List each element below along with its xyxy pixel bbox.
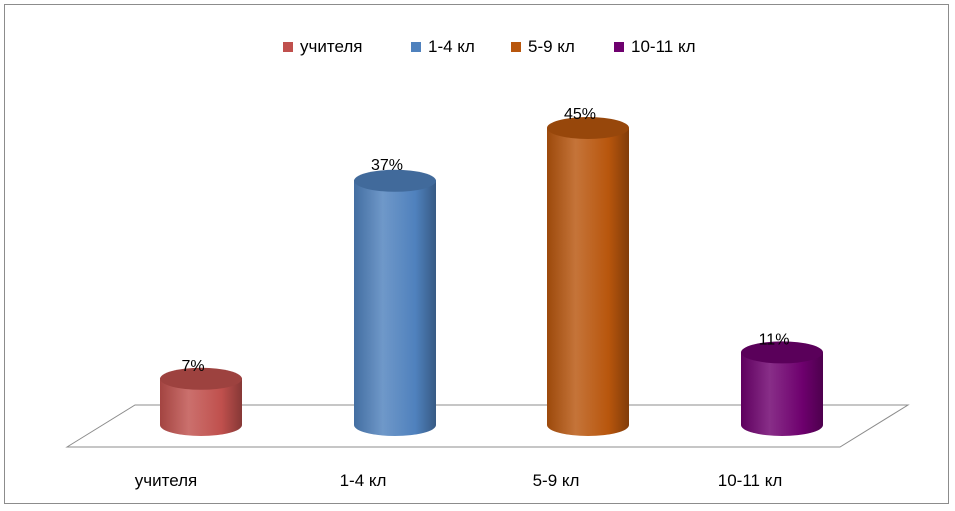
legend-swatch	[614, 42, 624, 52]
bar: 45%	[547, 106, 629, 436]
legend-label: 10-11 кл	[631, 37, 696, 56]
bar-top	[547, 117, 629, 139]
x-tick-label: 1-4 кл	[340, 471, 387, 490]
bar-top	[354, 169, 436, 192]
legend-item: 10-11 кл	[614, 37, 696, 56]
bar-body	[741, 352, 823, 436]
bars: 7% 37% 45% 11%	[160, 106, 823, 436]
bar-chart: учителя 1-4 кл 5-9 кл 10-11 кл 7%37%45%11% …	[65, 37, 910, 490]
bar-top	[741, 341, 823, 364]
legend-label: учителя	[300, 37, 362, 56]
data-label: 11%	[759, 331, 790, 348]
legend: учителя 1-4 кл 5-9 кл 10-11 кл	[283, 37, 696, 56]
x-tick-label: учителя	[135, 471, 197, 490]
bar: 11%	[741, 331, 823, 436]
bar-body	[547, 128, 629, 436]
chart-floor	[65, 404, 910, 448]
legend-label: 5-9 кл	[528, 37, 575, 56]
legend-item: учителя	[283, 37, 362, 56]
legend-swatch	[411, 42, 421, 52]
bar: 7%	[160, 358, 242, 436]
legend-label: 1-4 кл	[428, 37, 475, 56]
bar-body	[354, 180, 436, 436]
legend-item: 1-4 кл	[411, 37, 475, 56]
data-label: 37%	[371, 157, 403, 174]
chart-frame: учителя 1-4 кл 5-9 кл 10-11 кл 7% 37% 45% 11% …	[4, 4, 949, 504]
bar: 37%	[354, 157, 436, 436]
x-axis-tick-labels: учителя 1-4 кл 5-9 кл 10-11 кл	[135, 471, 782, 490]
legend-item: 5-9 кл	[511, 37, 575, 56]
bar-top	[160, 367, 242, 390]
legend-swatch	[511, 42, 521, 52]
legend-swatch	[283, 42, 293, 52]
bar-body	[160, 378, 242, 436]
data-label: 45%	[564, 106, 596, 123]
x-tick-label: 5-9 кл	[533, 471, 580, 490]
data-label: 7%	[181, 358, 204, 375]
x-tick-label: 10-11 кл	[718, 471, 783, 490]
